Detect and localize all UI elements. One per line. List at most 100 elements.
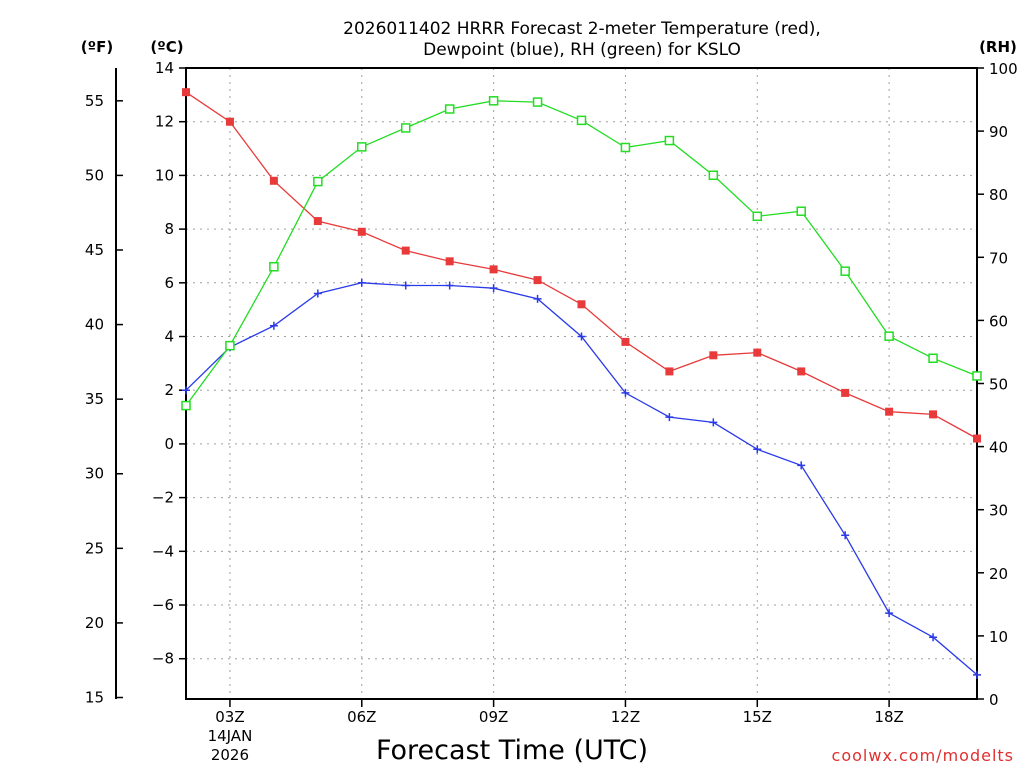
- rh-tick-label: 30: [989, 502, 1008, 520]
- temperature-line: [185, 91, 978, 440]
- rh-point: [488, 96, 499, 106]
- celsius-tick-label: −2: [152, 489, 174, 507]
- rh-tick-label: 0: [989, 691, 999, 709]
- rh-point: [884, 331, 894, 341]
- fahrenheit-tick-label: 30: [85, 465, 104, 483]
- rh-point: [269, 262, 279, 272]
- celsius-tick-label: 0: [164, 435, 174, 453]
- rh-point: [664, 135, 675, 146]
- celsius-axis-unit: (ºC): [150, 38, 183, 56]
- fahrenheit-tick-label: 25: [85, 539, 104, 557]
- celsius-tick-label: −6: [152, 596, 174, 614]
- x-tick-label: 18Z: [874, 708, 903, 726]
- dewpoint-point: [841, 531, 850, 540]
- dewpoint-point: [797, 461, 806, 470]
- temperature-point: [929, 410, 938, 419]
- rh-point: [576, 115, 587, 126]
- x-tick-label: 15Z: [743, 708, 772, 726]
- fahrenheit-tick-label: 15: [85, 689, 104, 707]
- celsius-tick-label: 8: [164, 220, 174, 238]
- temperature-point: [621, 337, 630, 346]
- fahrenheit-tick-label: 45: [85, 241, 104, 259]
- celsius-tick-label: −4: [152, 542, 174, 560]
- x-tick-label: 06Z: [347, 708, 376, 726]
- rh-point: [181, 400, 191, 411]
- temperature-point: [357, 227, 366, 236]
- dewpoint-point: [929, 633, 938, 642]
- rh-point: [313, 176, 323, 187]
- celsius-tick-label: 10: [155, 166, 174, 184]
- rh-point: [225, 340, 235, 351]
- rh-point: [357, 142, 367, 152]
- rh-point: [928, 353, 938, 364]
- dewpoint-point: [445, 281, 454, 290]
- temperature-point: [709, 351, 718, 360]
- dewpoint-point: [401, 281, 410, 290]
- celsius-tick-label: 4: [164, 328, 174, 346]
- fahrenheit-tick-label: 50: [85, 166, 104, 184]
- rh-point: [620, 142, 631, 153]
- temperature-point: [753, 348, 762, 357]
- rh-point: [532, 97, 543, 107]
- rh-tick-label: 10: [989, 628, 1008, 646]
- temperature-point: [577, 300, 586, 309]
- rh-tick-label: 80: [989, 186, 1008, 204]
- dewpoint-point: [973, 670, 981, 679]
- x-tick-label: 03Z: [215, 708, 244, 726]
- temperature-point: [973, 434, 981, 443]
- x-axis-title: Forecast Time (UTC): [376, 735, 648, 766]
- temperature-point: [665, 367, 674, 376]
- celsius-tick-label: −8: [152, 650, 174, 668]
- rh-tick-label: 100: [989, 60, 1018, 78]
- rh-tick-label: 70: [989, 249, 1008, 267]
- dewpoint-point: [709, 418, 718, 427]
- dewpoint-point: [489, 284, 498, 293]
- dewpoint-point: [533, 294, 542, 303]
- chart-title-line1: 2026011402 HRRR Forecast 2-meter Tempera…: [343, 19, 821, 39]
- chart-grid: [186, 68, 977, 699]
- fahrenheit-tick-label: 35: [85, 390, 104, 408]
- rh-tick-label: 40: [989, 439, 1008, 457]
- chart-title-line2: Dewpoint (blue), RH (green) for KSLO: [423, 40, 741, 60]
- fahrenheit-tick-label: 40: [85, 316, 104, 334]
- temperature-point: [225, 117, 234, 126]
- dewpoint-point: [357, 278, 366, 287]
- temperature-point: [401, 246, 410, 255]
- rh-point: [708, 170, 719, 181]
- rh-point: [444, 104, 455, 114]
- temperature-point: [445, 257, 454, 266]
- temperature-point: [885, 407, 894, 416]
- celsius-tick-label: 14: [155, 59, 174, 77]
- temperature-point: [269, 176, 278, 185]
- plot-frame: [185, 67, 978, 700]
- rh-tick-label: 90: [989, 123, 1008, 141]
- chart-series: [181, 88, 982, 679]
- temperature-point: [489, 265, 498, 274]
- rh-point: [400, 123, 411, 133]
- celsius-tick-label: 12: [155, 113, 174, 131]
- temperature-point: [313, 217, 322, 226]
- rh-point: [752, 211, 763, 222]
- rh-line: [185, 100, 978, 406]
- dewpoint-point: [885, 609, 894, 618]
- dewpoint-point: [577, 332, 586, 341]
- credit-text: coolwx.com/modelts: [832, 746, 1014, 765]
- fahrenheit-axis-unit: (ºF): [81, 38, 113, 56]
- dewpoint-point: [269, 321, 278, 330]
- rh-point: [840, 266, 850, 276]
- x-tick-label: 12Z: [611, 708, 640, 726]
- x-tick-date: 14JAN: [208, 727, 253, 745]
- x-tick-label: 09Z: [479, 708, 508, 726]
- temperature-point: [182, 88, 190, 97]
- celsius-tick-label: 2: [164, 381, 174, 399]
- fahrenheit-tick-label: 55: [85, 92, 104, 110]
- dewpoint-line: [185, 282, 978, 676]
- dewpoint-point: [753, 445, 762, 454]
- temperature-point: [797, 367, 806, 376]
- x-tick-year: 2026: [211, 746, 249, 764]
- fahrenheit-tick-label: 20: [85, 614, 104, 632]
- dewpoint-point: [182, 386, 190, 395]
- rh-tick-label: 50: [989, 376, 1008, 394]
- celsius-tick-label: 6: [164, 274, 174, 292]
